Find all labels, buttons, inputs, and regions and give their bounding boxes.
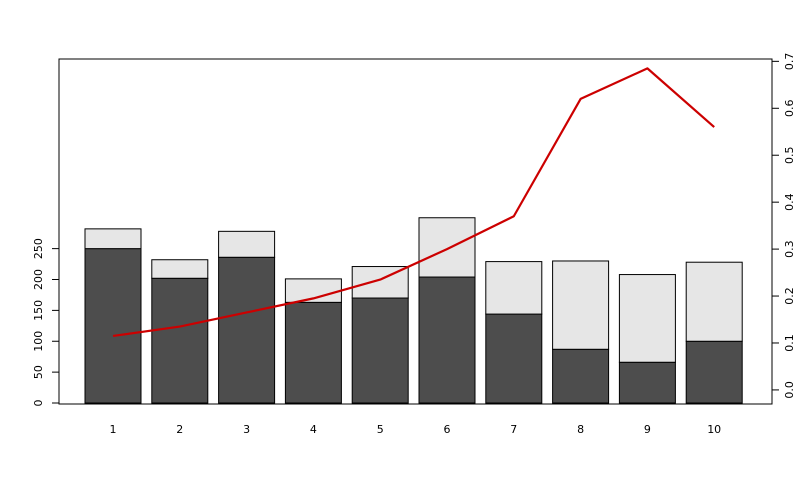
line-layer bbox=[112, 67, 715, 338]
x-tick-label-3: 3 bbox=[243, 423, 250, 436]
right-tick-label-0.3: 0.3 bbox=[783, 240, 796, 258]
bar-9-segment-2 bbox=[618, 274, 676, 363]
left-tick-label-0: 0 bbox=[32, 400, 45, 407]
right-tick-label-0.0: 0.0 bbox=[783, 381, 796, 399]
bar-3-segment-2 bbox=[218, 230, 276, 258]
x-tick-label-8: 8 bbox=[577, 423, 584, 436]
bar-1-segment-2 bbox=[84, 228, 142, 250]
left-tick-label-250: 250 bbox=[32, 238, 45, 259]
bar-9-segment-1 bbox=[618, 361, 676, 404]
x-tick-label-4: 4 bbox=[310, 423, 317, 436]
x-tick-label-9: 9 bbox=[644, 423, 651, 436]
right-tick-label-0.6: 0.6 bbox=[783, 100, 796, 118]
x-tick-label-10: 10 bbox=[707, 423, 721, 436]
left-tick-label-150: 150 bbox=[32, 300, 45, 321]
bar-8-segment-2 bbox=[552, 260, 610, 350]
left-tick-label-50: 50 bbox=[32, 365, 45, 379]
x-axis: 1 2 3 4 5 6 7 8 9 10 bbox=[110, 423, 722, 436]
x-tick-label-7: 7 bbox=[510, 423, 517, 436]
bar-2-segment-2 bbox=[151, 259, 209, 279]
x-tick-label-1: 1 bbox=[110, 423, 117, 436]
right-tick-label-0.4: 0.4 bbox=[783, 193, 796, 211]
left-tick-label-200: 200 bbox=[32, 269, 45, 290]
bar-7-segment-1 bbox=[485, 313, 543, 404]
bar-10-segment-1 bbox=[685, 340, 743, 404]
bars-layer bbox=[84, 217, 743, 404]
bar-6-segment-2 bbox=[418, 217, 476, 278]
right-tick-label-0.5: 0.5 bbox=[783, 146, 796, 164]
x-tick-label-5: 5 bbox=[377, 423, 384, 436]
bar-6-segment-1 bbox=[418, 276, 476, 404]
bar-7-segment-2 bbox=[485, 261, 543, 315]
bar-5-segment-1 bbox=[351, 297, 409, 404]
bar-4-segment-1 bbox=[284, 301, 342, 404]
x-tick-label-6: 6 bbox=[444, 423, 451, 436]
right-y-axis: 0.0 0.1 0.2 0.3 0.4 0.5 0.6 0.7 bbox=[771, 53, 796, 399]
right-tick-label-0.1: 0.1 bbox=[783, 334, 796, 352]
bar-8-segment-1 bbox=[552, 348, 610, 404]
bar-10-segment-2 bbox=[685, 261, 743, 342]
left-y-axis: 0 50 100 150 200 250 bbox=[32, 238, 60, 407]
bar-2-segment-1 bbox=[151, 277, 209, 404]
right-tick-label-0.7: 0.7 bbox=[783, 53, 796, 71]
left-tick-label-100: 100 bbox=[32, 331, 45, 352]
bar-1-segment-1 bbox=[84, 248, 142, 404]
x-tick-label-2: 2 bbox=[176, 423, 183, 436]
bar-3-segment-1 bbox=[218, 256, 276, 404]
right-tick-label-0.2: 0.2 bbox=[783, 287, 796, 305]
line-series bbox=[112, 67, 715, 338]
